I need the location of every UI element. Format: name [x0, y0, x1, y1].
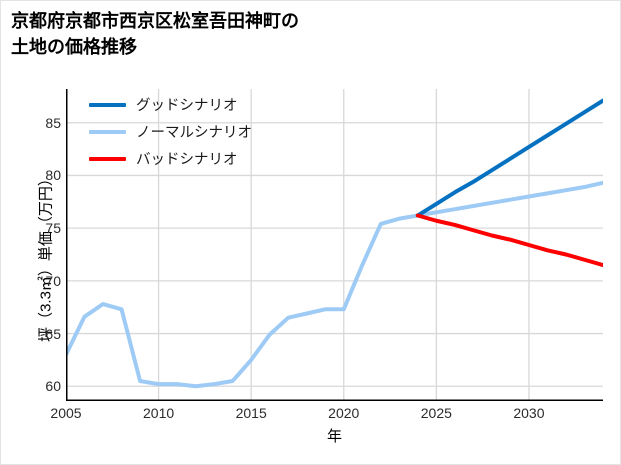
- legend-item[interactable]: バッドシナリオ: [89, 145, 304, 172]
- series-line-good: [415, 98, 603, 218]
- series-line-bad: [415, 213, 603, 268]
- series-lines: [66, 98, 603, 389]
- x-tick-label: 2010: [143, 405, 175, 421]
- page-title: 京都府京都市西京区松室吾田神町の 土地の価格推移: [11, 11, 299, 57]
- y-tick-label: 80: [45, 167, 61, 184]
- legend-color-swatch: [89, 129, 126, 134]
- legend-item-label: ノーマルシナリオ: [136, 125, 252, 141]
- y-tick-label: 60: [45, 378, 61, 395]
- y-tick-label: 75: [45, 220, 61, 237]
- legend-item[interactable]: ノーマルシナリオ: [89, 118, 304, 145]
- legend-color-swatch: [89, 156, 126, 161]
- legend-color-swatch: [89, 102, 126, 107]
- legend-item-label: グッドシナリオ: [136, 98, 238, 114]
- series-line-normal: [66, 180, 603, 389]
- x-tick-label: 2020: [328, 405, 360, 421]
- line-chart-svg: [66, 89, 603, 401]
- plot-area: [66, 89, 603, 401]
- y-tick-label: 70: [45, 272, 61, 289]
- legend-item-label: バッドシナリオ: [136, 152, 238, 168]
- x-tick-label: 2005: [50, 405, 82, 421]
- legend: グッドシナリオ ノーマルシナリオ バッドシナリオ: [89, 91, 304, 172]
- x-tick-label: 2025: [420, 405, 452, 421]
- legend-item[interactable]: グッドシナリオ: [89, 91, 304, 118]
- x-axis-tick-labels: 2005 2010 2015 2020 2025 2030: [50, 405, 603, 425]
- x-tick-label: 2030: [513, 405, 545, 421]
- y-axis-tick-labels: 60 65 70 75 80 85: [16, 89, 61, 401]
- gridlines: [66, 89, 603, 401]
- y-tick-label: 85: [45, 114, 61, 131]
- x-tick-label: 2015: [235, 405, 267, 421]
- x-axis-title: 年: [326, 428, 342, 445]
- y-tick-label: 65: [45, 325, 61, 342]
